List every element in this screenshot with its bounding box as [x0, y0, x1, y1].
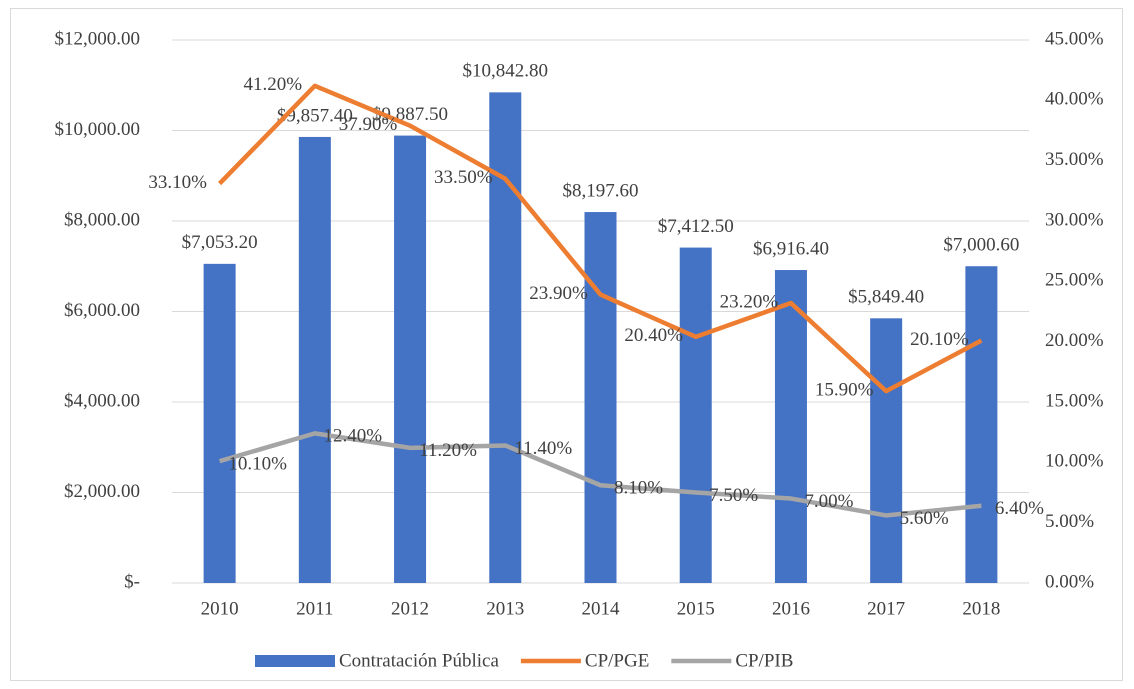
y-tick-label: $2,000.00	[64, 481, 140, 502]
x-tick-label: 2012	[391, 598, 429, 619]
bar	[774, 270, 807, 583]
line-value-label: 10.10%	[228, 453, 287, 474]
line-value-label: 12.40%	[324, 426, 383, 447]
y2-tick-label: 10.00%	[1045, 451, 1104, 472]
x-tick-label: 2011	[296, 598, 333, 619]
x-tick-label: 2017	[867, 598, 905, 619]
chart-border	[10, 8, 1123, 681]
bar-value-label: $7,053.20	[182, 232, 258, 253]
line-value-label: 7.00%	[804, 491, 853, 512]
line-value-label: 8.10%	[614, 478, 663, 499]
y-tick-label: $6,000.00	[64, 300, 140, 321]
bar-value-label: $8,197.60	[563, 180, 639, 201]
bar-value-label: $10,842.80	[463, 61, 549, 82]
bar	[298, 136, 331, 584]
line-value-label: 11.40%	[514, 438, 572, 459]
x-tick-label: 2016	[772, 598, 810, 619]
bar	[584, 212, 617, 583]
line-value-label: 23.90%	[529, 283, 588, 304]
line-value-label: 11.20%	[419, 440, 477, 461]
bar	[203, 263, 236, 583]
bar	[679, 247, 712, 583]
line-value-label: 7.50%	[709, 485, 758, 506]
legend-swatch	[255, 655, 335, 667]
x-tick-label: 2013	[486, 598, 524, 619]
bar-value-label: $7,412.50	[658, 216, 734, 237]
y-tick-label: $8,000.00	[64, 209, 140, 230]
line-value-label: 5.60%	[900, 508, 949, 529]
line-value-label: 41.20%	[244, 74, 303, 95]
line-series	[217, 83, 983, 394]
y2-tick-label: 15.00%	[1045, 390, 1104, 411]
line-value-label: 20.40%	[624, 325, 683, 346]
y2-tick-label: 20.00%	[1045, 330, 1104, 351]
bar-value-label: $6,916.40	[753, 238, 829, 259]
y-tick-label: $12,000.00	[55, 28, 141, 49]
bar-value-label: $7,000.60	[943, 235, 1019, 256]
line-value-label: 23.20%	[720, 291, 779, 312]
line-value-label: 6.40%	[995, 498, 1044, 519]
y2-tick-label: 45.00%	[1045, 28, 1104, 49]
y-tick-label: $10,000.00	[55, 119, 141, 140]
x-tick-label: 2015	[677, 598, 715, 619]
y2-tick-label: 0.00%	[1045, 571, 1094, 592]
bar-value-label: $9,857.40	[277, 105, 353, 126]
x-tick-label: 2014	[582, 598, 621, 619]
bar-value-label: $5,849.40	[848, 287, 924, 308]
y2-tick-label: 40.00%	[1045, 89, 1104, 110]
legend-label: CP/PGE	[585, 650, 649, 671]
bar	[394, 135, 427, 583]
x-tick-label: 2018	[962, 598, 1000, 619]
y2-tick-label: 35.00%	[1045, 149, 1104, 170]
x-tick-label: 2010	[201, 598, 239, 619]
bar	[489, 92, 522, 584]
line-value-label: 37.90%	[339, 114, 398, 135]
line-value-label: 20.10%	[910, 329, 969, 350]
line-series	[218, 431, 982, 518]
legend-label: Contratación Pública	[339, 650, 499, 671]
line-value-label: 33.10%	[148, 172, 207, 193]
bar	[965, 266, 998, 583]
y2-tick-label: 5.00%	[1045, 511, 1094, 532]
bar	[870, 318, 903, 583]
y-tick-label: $-	[124, 571, 140, 592]
y2-tick-label: 25.00%	[1045, 270, 1104, 291]
line-value-label: 15.90%	[815, 379, 874, 400]
legend-label: CP/PIB	[735, 650, 793, 671]
line-value-label: 33.50%	[434, 167, 493, 188]
y2-tick-label: 30.00%	[1045, 209, 1104, 230]
y-tick-label: $4,000.00	[64, 390, 140, 411]
